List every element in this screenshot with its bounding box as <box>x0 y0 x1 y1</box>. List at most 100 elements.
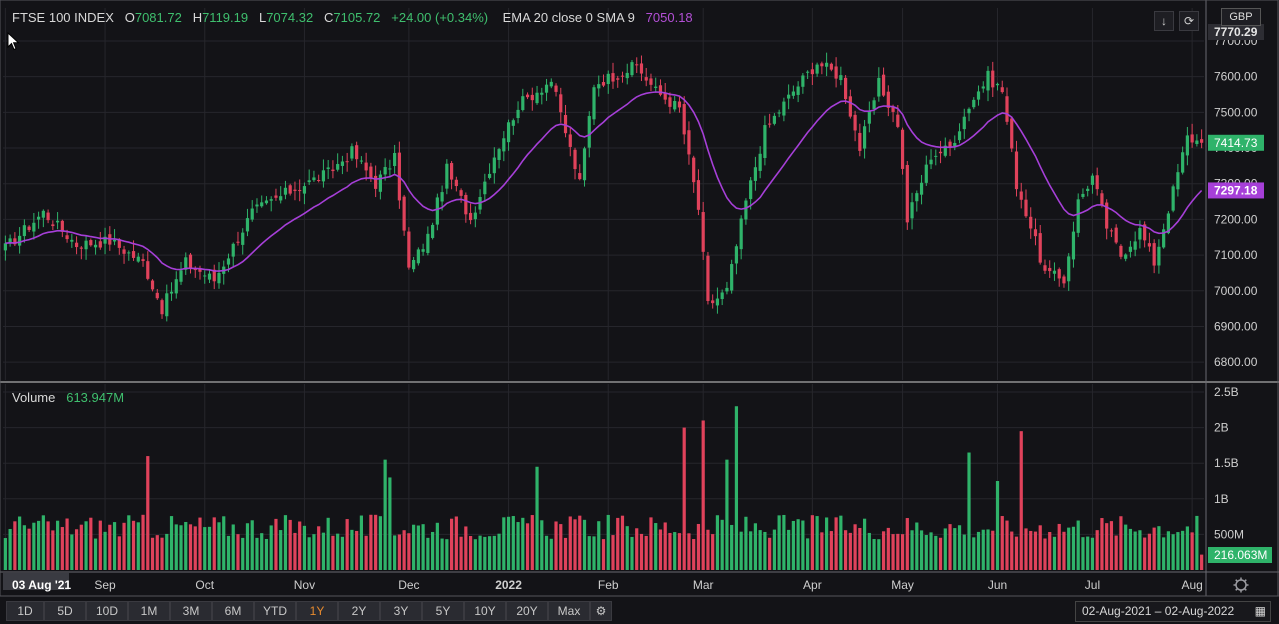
candle-body <box>692 157 696 183</box>
calendar-icon[interactable]: ▦ <box>1254 604 1266 618</box>
volume-bar <box>877 539 881 570</box>
volume-bar <box>1062 531 1066 570</box>
candle-body <box>1043 265 1047 271</box>
last-volume-tag-bg <box>1208 547 1272 563</box>
range-button-1m[interactable]: 1M <box>128 601 170 621</box>
volume-bar <box>179 525 183 570</box>
volume-bar <box>516 522 520 570</box>
volume-label[interactable]: Volume <box>12 390 56 405</box>
chart-frame <box>0 0 1279 597</box>
candle-body <box>1095 175 1099 190</box>
volume-bar <box>27 528 31 570</box>
candle-body <box>454 179 458 187</box>
volume-bar <box>554 521 558 570</box>
volume-tick-label: 1B <box>1214 492 1229 506</box>
download-button[interactable]: ↓ <box>1154 11 1174 31</box>
volume-bar <box>174 524 178 570</box>
candle-body <box>174 279 178 294</box>
candle-body <box>198 268 202 272</box>
volume-bar <box>834 517 838 570</box>
candle-body <box>483 181 487 195</box>
volume-bar <box>279 530 283 570</box>
crosshair-settings-icon[interactable] <box>1233 577 1249 593</box>
range-button-10y[interactable]: 10Y <box>464 601 506 621</box>
volume-bar <box>715 515 720 570</box>
candle-body <box>1062 276 1066 284</box>
price-tick-label: 7000.00 <box>1214 284 1258 298</box>
candle-body <box>701 212 705 252</box>
candle-body <box>98 241 102 248</box>
range-button-6m[interactable]: 6M <box>212 601 254 621</box>
candle-body <box>929 159 933 165</box>
volume-bar <box>820 532 824 570</box>
volume-bar <box>260 533 264 570</box>
volume-bar <box>155 535 159 570</box>
x-tick-label: Sep <box>94 578 116 592</box>
volume-bar <box>397 534 401 570</box>
range-button-5d[interactable]: 5D <box>44 601 86 621</box>
candle-body <box>1010 118 1014 149</box>
volume-bar <box>810 515 814 570</box>
volume-bar <box>32 522 36 570</box>
volume-bar <box>839 515 843 570</box>
candle-body <box>1024 199 1028 217</box>
range-button-3y[interactable]: 3Y <box>380 601 422 621</box>
candle-body <box>763 125 767 158</box>
range-button-ytd[interactable]: YTD <box>254 601 296 621</box>
candle-body <box>1166 213 1170 234</box>
range-button-3m[interactable]: 3M <box>170 601 212 621</box>
candle-body <box>426 233 430 253</box>
volume-bar <box>98 520 102 570</box>
volume-bar <box>663 522 667 570</box>
candle-body <box>620 75 625 77</box>
volume-bar <box>1138 530 1142 570</box>
candle-body <box>112 239 117 242</box>
candle-body <box>1033 229 1038 237</box>
range-button-2y[interactable]: 2Y <box>338 601 380 621</box>
date-range-picker[interactable]: 02-Aug-2021 – 02-Aug-2022 ▦ <box>1075 601 1271 622</box>
volume-bar <box>1005 520 1009 570</box>
candle-body <box>407 231 411 268</box>
candle-body <box>84 240 88 250</box>
candle-body <box>530 94 534 101</box>
range-button-1y[interactable]: 1Y <box>296 601 338 621</box>
volume-bar <box>231 524 235 570</box>
volume-bar <box>701 420 705 570</box>
axes: 6800.006900.007000.007100.007200.007300.… <box>0 0 1279 597</box>
candle-body <box>791 91 795 96</box>
volume-bar <box>1185 526 1189 570</box>
crosshair-settings-icon-ring <box>1235 579 1247 591</box>
range-button-10d[interactable]: 10D <box>86 601 128 621</box>
volume-bar <box>1029 530 1033 570</box>
candle-body <box>682 104 686 135</box>
settings-button[interactable]: ⚙ <box>590 601 612 621</box>
volume-bar <box>122 522 126 570</box>
volume-bar <box>573 519 577 570</box>
range-button-5y[interactable]: 5Y <box>422 601 464 621</box>
candle-body <box>37 216 41 220</box>
candle-body <box>796 86 800 95</box>
range-button-max[interactable]: Max <box>548 601 590 621</box>
fullscreen-button[interactable]: ⟳ <box>1179 11 1199 31</box>
indicator-label[interactable]: EMA 20 close 0 SMA 9 <box>502 10 635 25</box>
volume-bar <box>1162 537 1166 570</box>
volume-bar <box>682 427 686 570</box>
candle-body <box>1157 246 1161 266</box>
x-tick-label: 2022 <box>495 578 522 592</box>
volume-bar <box>293 532 297 570</box>
candle-body <box>269 199 273 201</box>
volume-bar <box>696 523 701 570</box>
volume-bar <box>506 516 511 570</box>
range-button-20y[interactable]: 20Y <box>506 601 548 621</box>
candle-body <box>649 78 653 85</box>
candle-body <box>46 212 50 221</box>
volume-bar <box>84 521 88 570</box>
volume-bar <box>150 537 155 570</box>
currency-select[interactable]: GBP <box>1221 8 1261 26</box>
volume-bar <box>1090 537 1095 570</box>
range-button-1d[interactable]: 1D <box>6 601 44 621</box>
volume-bar <box>79 524 83 570</box>
candle-body <box>1090 175 1095 185</box>
candle-body <box>8 238 12 243</box>
